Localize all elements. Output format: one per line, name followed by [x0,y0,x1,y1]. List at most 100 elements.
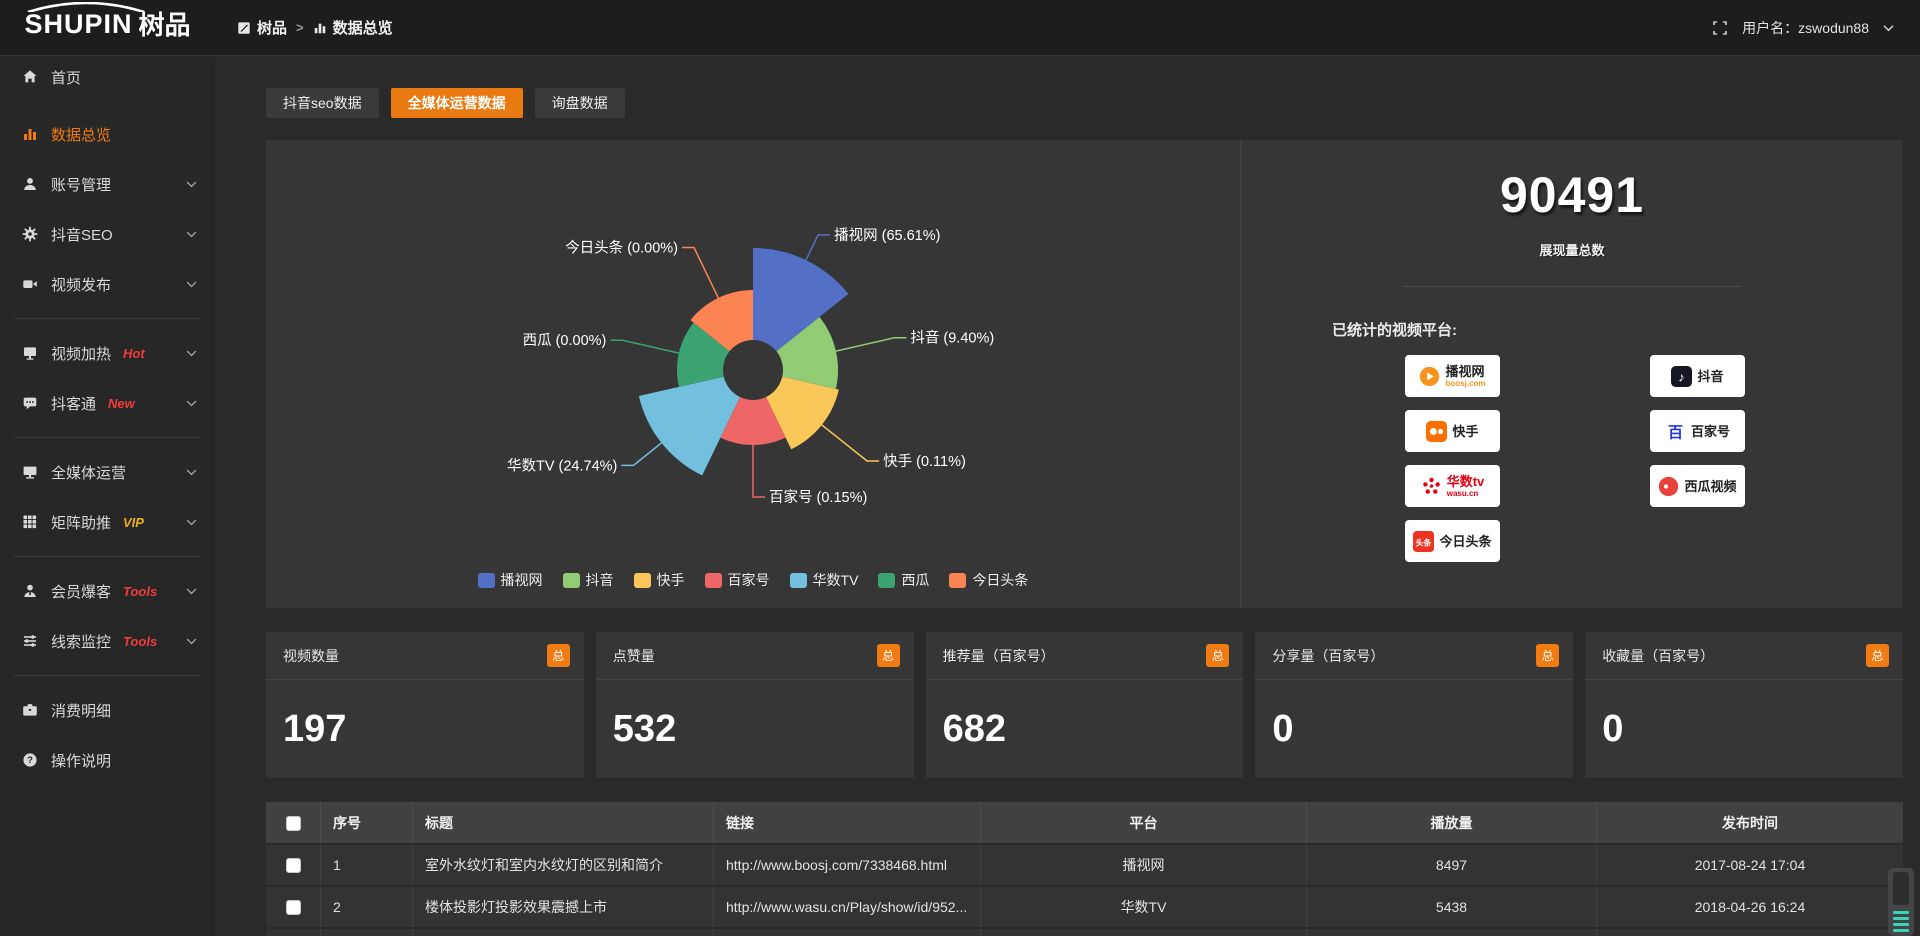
sidebar-item[interactable]: 消费明细 [0,685,215,735]
pie-label: 百家号 (0.15%) [769,489,867,506]
pie-slice-抖音[interactable] [776,317,839,389]
sidebar-item[interactable]: 视频加热 Hot [0,328,215,378]
select-all-checkbox[interactable] [285,815,301,831]
sidebar-item[interactable]: 全媒体运营 [0,447,215,497]
sidebar-item[interactable]: 账号管理 [0,159,215,209]
sidebar-item[interactable]: 数据总览 [0,109,215,159]
cell-title-link[interactable]: 室外水纹灯和室内水纹灯的区别和简介 [413,845,714,885]
legend-item[interactable]: 快手 [633,570,685,590]
total-badge[interactable]: 总 [1865,644,1889,667]
sidebar-divider [14,675,201,676]
sidebar-item[interactable]: 线索监控 Tools [0,616,215,666]
cell-no: 1 [321,845,413,885]
stat-card-label: 点赞量 [612,647,655,664]
legend-item[interactable]: 今日头条 [949,570,1028,590]
table-row: 1 室外水纹灯和室内水纹灯的区别和简介 http://www.boosj.com/7… [266,845,1903,885]
tab-全媒体运营数据[interactable]: 全媒体运营数据 [390,88,523,118]
platform-chip-今日头条: 头条 今日头条 [1405,520,1500,562]
sidebar-item[interactable]: 视频发布 [0,259,215,309]
sidebar-item[interactable]: 矩阵助推 VIP [0,497,215,547]
pie-label: 西瓜 (0.00%) [523,333,607,349]
tab-抖音seo数据[interactable]: 抖音seo数据 [266,88,379,118]
total-badge[interactable]: 总 [1206,644,1230,667]
stat-card-label: 视频数量 [283,647,339,664]
legend-item[interactable]: 播视网 [477,570,543,590]
platform-chip-播视网: 播视网 boosj.com [1405,355,1500,397]
pie-label-line [835,336,907,352]
legend-item[interactable]: 华数TV [789,570,858,590]
row-checkbox[interactable] [285,900,301,916]
sidebar-item[interactable]: 抖音SEO [0,209,215,259]
pie-slice-今日头条[interactable] [690,290,754,352]
breadcrumb-root[interactable]: 树品 [237,17,287,38]
chat-icon [22,395,38,411]
tab-bar: 抖音seo数据 全媒体运营数据 询盘数据 [266,88,1903,118]
cell-no: 2 [321,887,413,927]
legend-label: 播视网 [500,572,543,588]
legend-label: 快手 [656,572,685,588]
boosj-play-icon [1419,366,1440,387]
legend-item[interactable]: 百家号 [704,570,770,590]
sidebar-item[interactable]: 会员爆客 Tools [0,566,215,616]
column-header: 序号 [321,802,413,843]
stat-card-label: 收藏量（百家号） [1602,647,1715,664]
sliders-icon [22,633,38,649]
wasu-star-icon [1421,476,1442,497]
total-badge[interactable]: 总 [1536,644,1560,667]
gear-icon [22,226,38,242]
pie-label-line [805,234,831,261]
floating-widget[interactable] [1888,868,1914,936]
floating-widget-handle [1893,872,1909,905]
user-icon [22,176,38,192]
platform-chip-华数tv: 华数tv wasu.cn [1405,465,1500,507]
kuaishou-icon [1426,420,1448,442]
stat-card-body: 197 [266,680,584,778]
chevron-down-icon [186,394,197,412]
pie-slice-播视网[interactable] [753,248,849,352]
sidebar-item[interactable]: 抖客通 New [0,378,215,428]
pie-label: 抖音 (9.40%) [910,330,994,347]
legend-item[interactable]: 西瓜 [878,570,929,590]
pie-slice-百家号[interactable] [720,397,786,446]
pie-label-line [621,442,662,467]
tab-询盘数据[interactable]: 询盘数据 [534,88,625,118]
fullscreen-icon[interactable] [1712,20,1728,36]
cell-platform: 华数TV [981,887,1307,927]
topbar: SHUPIN 树品 树品 > 数据总览 用户名：zswodun88 [0,0,1920,56]
chevron-down-icon[interactable] [1883,24,1894,32]
logo-arc [28,2,145,12]
sidebar-item[interactable]: 首页 [0,59,215,95]
total-badge[interactable]: 总 [876,644,900,667]
stat-card-header: 收藏量（百家号） 总 [1585,632,1903,680]
total-badge[interactable]: 总 [546,644,570,667]
cell-url-link[interactable]: http://www.boosj.com/7338468.html [714,845,981,885]
legend-item[interactable]: 抖音 [562,570,614,590]
row-checkbox[interactable] [285,858,301,874]
stat-card: 点赞量 总 532 [595,632,914,778]
sidebar-item-label: 首页 [51,69,82,87]
pie-slice-华数TV[interactable] [638,376,740,476]
pie-label-line [821,424,880,462]
username-label[interactable]: 用户名：zswodun88 [1742,19,1869,36]
breadcrumb-current[interactable]: 数据总览 [313,17,393,38]
column-header: 链接 [714,802,981,843]
cell-url-link[interactable]: http://www.wasu.cn/Play/show/id/952... [714,887,981,927]
stat-card-row: 视频数量总 197 点赞量总 532 推荐量（百家号）总 682 分享量（百家号）总 0 收藏量… [266,632,1903,778]
chevron-down-icon [186,463,197,481]
svg-text:头条: 头条 [1416,537,1432,547]
sidebar-item-label: 会员爆客 [51,583,112,601]
app-logo: SHUPIN 树品 [0,2,215,44]
stat-card-header: 视频数量 总 [266,632,584,680]
column-header: 平台 [981,802,1307,843]
chevron-down-icon [186,582,197,600]
legend-label: 抖音 [585,572,614,588]
cell-title-link[interactable]: 楼体投影灯投影效果震撼上市 [413,887,714,927]
sidebar-item-label: 矩阵助推 [51,514,112,532]
platform-name: 西瓜视频 [1684,478,1737,494]
pie-slice-西瓜[interactable] [676,322,730,387]
sidebar-item[interactable]: ? 操作说明 [0,735,215,785]
platform-name: 华数tv [1446,473,1485,489]
stat-card-label: 推荐量（百家号） [942,647,1055,664]
platforms-title: 已统计的视频平台: [1332,322,1457,339]
pie-slice-快手[interactable] [766,376,839,450]
